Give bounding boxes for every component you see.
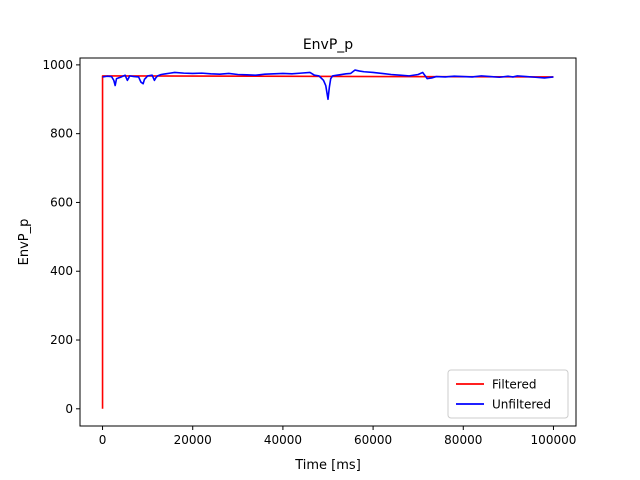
legend-label-unfiltered: Unfiltered: [492, 398, 551, 412]
x-tick-label: 20000: [174, 433, 212, 447]
x-tick-label: 0: [99, 433, 107, 447]
x-tick-label: 100000: [531, 433, 577, 447]
y-axis-label: EnvP_p: [17, 219, 32, 266]
x-tick-label: 80000: [444, 433, 482, 447]
y-axis-ticks: 0 200 400 600 800 1000: [42, 58, 80, 416]
y-tick-label: 800: [50, 127, 73, 141]
y-tick-label: 1000: [42, 58, 73, 72]
plot-area: [101, 69, 554, 409]
x-tick-label: 40000: [264, 433, 302, 447]
plot-frame: [79, 57, 577, 427]
y-tick-label: 600: [50, 195, 73, 209]
y-tick-label: 200: [50, 333, 73, 347]
series-line-unfiltered: [102, 69, 554, 101]
x-axis-ticks: 0 20000 40000 60000 80000 100000: [99, 426, 577, 447]
legend-box: [447, 369, 569, 419]
y-tick-label: 400: [50, 264, 73, 278]
legend: Filtered Unfiltered: [447, 369, 569, 419]
y-tick-label: 0: [65, 402, 73, 416]
legend-label-filtered: Filtered: [492, 378, 536, 392]
x-tick-label: 60000: [354, 433, 392, 447]
chart-title: EnvP_p: [303, 37, 353, 53]
x-axis-label: Time [ms]: [294, 458, 361, 473]
